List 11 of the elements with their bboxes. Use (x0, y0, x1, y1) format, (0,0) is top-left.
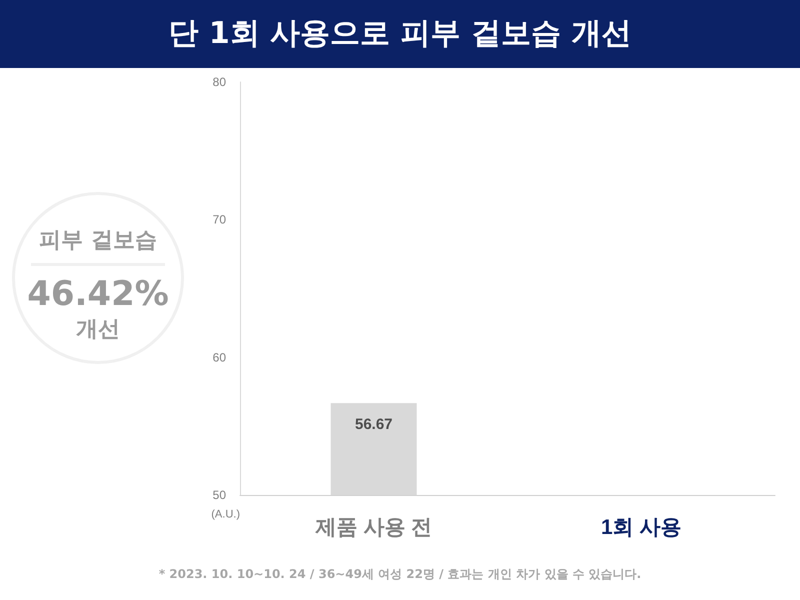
x-tick-label: 1회 사용 (600, 516, 682, 539)
y-tick-label: 70 (212, 212, 226, 227)
text: * 2023. 10. 10~10. 24 / 36~49세 여성 22명 / 효과는 개인 차가 있을 수 있습니다. (158, 566, 642, 583)
circle-badge: 피부 겉보습 46.42% 개선 (12, 192, 184, 364)
y-tick-label: 80 (212, 75, 226, 89)
y-axis-title: (A.U.) (211, 508, 240, 520)
x-tick-label: 제품 사용 전 (314, 516, 432, 539)
y-tick-label: 50 (212, 488, 226, 502)
y-tick-label: 60 (212, 350, 226, 364)
chart-title: 단 1회 사용으로 피부 겉보습 개선 (0, 0, 800, 68)
data-label: 56.67 (354, 416, 393, 434)
